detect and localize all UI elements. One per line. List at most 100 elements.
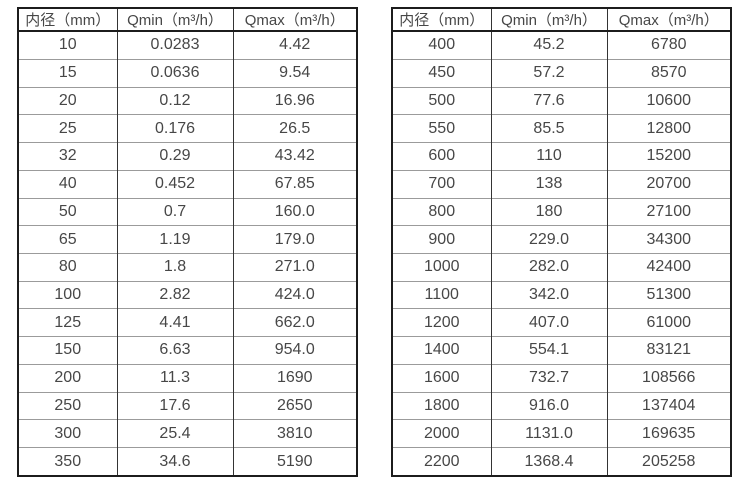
- table-cell: 0.29: [116, 142, 233, 171]
- table-cell: 9.54: [232, 58, 357, 88]
- table-cell: 20700: [606, 169, 731, 199]
- table-cell: 554.1: [490, 336, 607, 365]
- column-header: 内径（mm）: [18, 8, 117, 32]
- table-row: 500 77.6 10600: [392, 86, 731, 115]
- table-row: 250 17.6 2650: [18, 391, 357, 420]
- table-cell: 2200: [392, 447, 491, 476]
- table-row: 1200 407.0 61000: [392, 308, 731, 337]
- table-cell: 1368.4: [490, 447, 607, 476]
- table-row: 1600 732.7 108566: [392, 363, 731, 393]
- table-cell: 662.0: [232, 308, 357, 337]
- table-cell: 27100: [606, 197, 731, 226]
- table-row: 2200 1368.4 205258: [392, 447, 731, 476]
- table-cell: 65: [18, 225, 117, 254]
- table-cell: 229.0: [490, 225, 607, 254]
- table-cell: 5190: [232, 447, 357, 476]
- table-cell: 0.176: [116, 114, 233, 143]
- table-cell: 954.0: [232, 336, 357, 365]
- column-header: Qmax（m³/h）: [606, 8, 731, 32]
- table-cell: 350: [18, 447, 117, 476]
- table-cell: 179.0: [232, 225, 357, 254]
- table-cell: 50: [18, 197, 117, 226]
- table-row: 350 34.6 5190: [18, 447, 357, 476]
- table-cell: 0.0636: [116, 58, 233, 88]
- table-cell: 916.0: [490, 391, 607, 420]
- table-cell: 1.19: [116, 225, 233, 254]
- table-cell: 600: [392, 142, 491, 171]
- table-row: 50 0.7 160.0: [18, 197, 357, 226]
- table-cell: 0.452: [116, 169, 233, 199]
- table-cell: 40: [18, 169, 117, 199]
- table-cell: 15: [18, 58, 117, 88]
- table-row: 1000 282.0 42400: [392, 252, 731, 282]
- table-cell: 43.42: [232, 142, 357, 171]
- header-row: 内径（mm） Qmin（m³/h） Qmax（m³/h）: [18, 8, 357, 32]
- table-row: 15 0.0636 9.54: [18, 58, 357, 88]
- table-cell: 80: [18, 252, 117, 282]
- table-cell: 900: [392, 225, 491, 254]
- table-row: 1400 554.1 83121: [392, 336, 731, 365]
- table-cell: 83121: [606, 336, 731, 365]
- table-cell: 61000: [606, 308, 731, 337]
- table-cell: 400: [428, 36, 456, 54]
- table-cell: 1000: [392, 252, 491, 282]
- table-row: 200 11.3 1690: [18, 363, 357, 393]
- table-cell: 160.0: [232, 197, 357, 226]
- table-cell: 15200: [606, 142, 731, 171]
- table-cell: 25: [18, 114, 117, 143]
- flow-table-large-diameters: 内径（mm） Qmin（m³/h） Qmax（m³/h） 400 45.2 6780 450…: [391, 7, 732, 477]
- table-row: 32 0.29 43.42: [18, 142, 357, 171]
- table-cell: 424.0: [232, 280, 357, 309]
- table-cell: 8570: [606, 58, 731, 88]
- table-cell: 732.7: [490, 363, 607, 393]
- table-cell: 12800: [606, 114, 731, 143]
- table-cell: 0.0283: [116, 31, 233, 60]
- table-cell: 1.8: [116, 252, 233, 282]
- table-cell: 6.63: [116, 336, 233, 365]
- table-cell: 16.96: [232, 86, 357, 115]
- table-row: 700 138 20700: [392, 169, 731, 199]
- table-cell: 110: [490, 142, 607, 171]
- table-cell: 200: [18, 363, 117, 393]
- column-header: Qmin（m³/h）: [490, 8, 607, 32]
- table-row: 450 57.2 8570: [392, 58, 731, 88]
- table-cell: 4.41: [116, 308, 233, 337]
- table-row: 600 110 15200: [392, 142, 731, 171]
- table-cell: 1600: [392, 363, 491, 393]
- table-cell: 205258: [606, 447, 731, 476]
- table-cell: 51300: [606, 280, 731, 309]
- table-cell: 1690: [232, 363, 357, 393]
- table-cell: 180: [490, 197, 607, 226]
- table-cell: 85.5: [490, 114, 607, 143]
- table-cell: 42400: [606, 252, 731, 282]
- table-cell: 1100: [392, 280, 491, 309]
- table-cell: 282.0: [490, 252, 607, 282]
- table-row: 2000 1131.0 169635: [392, 419, 731, 448]
- table-cell: 1400: [392, 336, 491, 365]
- table-row: 150 6.63 954.0: [18, 336, 357, 365]
- table-cell: 550: [392, 114, 491, 143]
- table-cell: 17.6: [116, 391, 233, 420]
- table-cell: 34300: [606, 225, 731, 254]
- table-cell: 125: [18, 308, 117, 337]
- flow-table-small-diameters: 内径（mm） Qmin（m³/h） Qmax（m³/h） 10 0.0283 4.42 15…: [17, 7, 358, 477]
- table-cell: 0.12: [116, 86, 233, 115]
- table-cell: 1800: [392, 391, 491, 420]
- table-row: 125 4.41 662.0: [18, 308, 357, 337]
- table-cell: 700: [392, 169, 491, 199]
- table-cell: 10600: [606, 86, 731, 115]
- table-cell: 3810: [232, 419, 357, 448]
- table-cell: 67.85: [232, 169, 357, 199]
- table-cell: 169635: [606, 419, 731, 448]
- table-cell: 450: [392, 58, 491, 88]
- table-row: 20 0.12 16.96: [18, 86, 357, 115]
- table-row: 65 1.19 179.0: [18, 225, 357, 254]
- table-row: 10 0.0283 4.42: [18, 31, 357, 60]
- table-cell: 250: [18, 391, 117, 420]
- table-row: 1100 342.0 51300: [392, 280, 731, 309]
- table-row: 100 2.82 424.0: [18, 280, 357, 309]
- table-cell: 26.5: [232, 114, 357, 143]
- table-cell: 150: [18, 336, 117, 365]
- table-row: 550 85.5 12800: [392, 114, 731, 143]
- column-header: Qmax（m³/h）: [232, 8, 357, 32]
